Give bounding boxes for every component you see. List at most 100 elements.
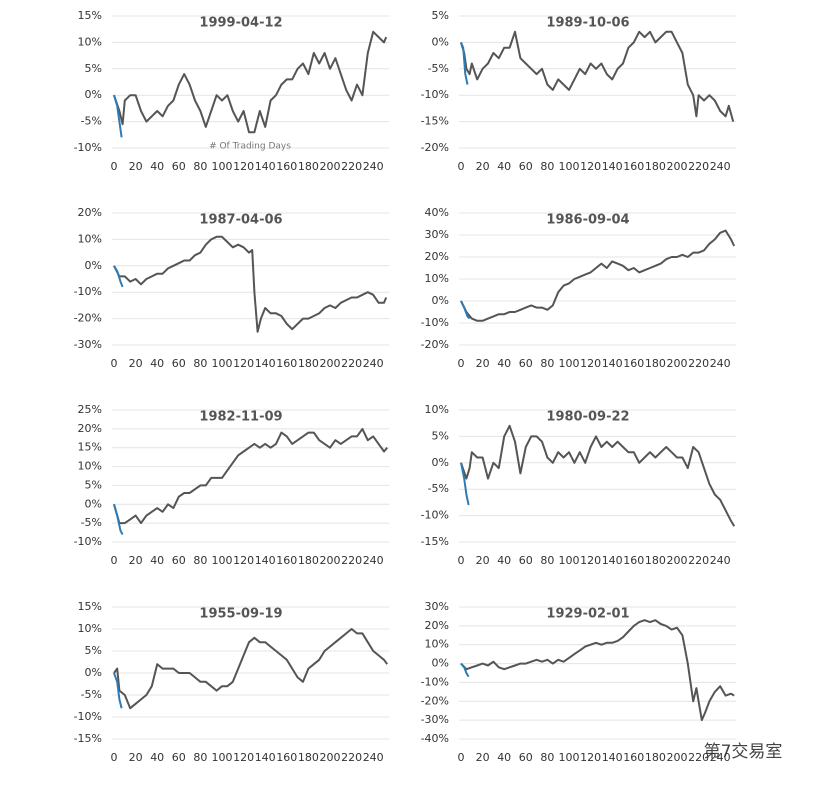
y-tick-label: 30% <box>425 228 449 241</box>
x-tick-label: 80 <box>193 357 207 370</box>
y-tick-label: 10% <box>78 622 102 635</box>
x-tick-label: 40 <box>497 554 511 567</box>
x-tick-label: 180 <box>645 554 666 567</box>
watermark: 第7交易室 <box>704 742 783 762</box>
y-tick-label: 5% <box>85 644 102 657</box>
x-tick-label: 120 <box>580 751 601 764</box>
y-tick-label: 15% <box>78 9 102 22</box>
y-tick-label: 15% <box>78 441 102 454</box>
x-tick-label: 100 <box>559 357 580 370</box>
x-tick-label: 140 <box>602 357 623 370</box>
y-tick-label: -20% <box>421 694 449 707</box>
x-tick-label: 160 <box>623 357 644 370</box>
y-tick-label: -10% <box>421 88 449 101</box>
x-tick-label: 80 <box>540 160 554 173</box>
y-tick-label: 0% <box>85 497 102 510</box>
y-tick-label: -10% <box>74 141 102 154</box>
x-tick-label: 240 <box>710 160 731 173</box>
x-tick-label: 240 <box>710 554 731 567</box>
x-tick-label: 0 <box>111 554 118 567</box>
series-line <box>113 504 124 535</box>
x-tick-label: 160 <box>276 751 297 764</box>
x-tick-label: 100 <box>212 160 233 173</box>
x-tick-label: 140 <box>602 160 623 173</box>
y-tick-label: -10% <box>421 316 449 329</box>
x-tick-label: 240 <box>363 554 384 567</box>
y-tick-label: 10% <box>78 460 102 473</box>
y-tick-label: -10% <box>74 535 102 548</box>
x-tick-label: 60 <box>519 357 533 370</box>
y-tick-label: -30% <box>421 713 449 726</box>
x-tick-label: 100 <box>559 751 580 764</box>
y-tick-label: -20% <box>421 338 449 351</box>
x-tick-label: 40 <box>150 751 164 764</box>
chart-title: 1929-02-01 <box>546 607 629 622</box>
y-tick-label: 20% <box>78 422 102 435</box>
y-tick-label: -5% <box>81 516 102 529</box>
y-tick-label: 40% <box>425 206 449 219</box>
x-tick-label: 40 <box>150 160 164 173</box>
x-tick-label: 180 <box>298 554 319 567</box>
x-tick-label: 180 <box>645 357 666 370</box>
x-tick-label: 20 <box>476 751 490 764</box>
x-tick-label: 0 <box>458 554 465 567</box>
x-tick-label: 220 <box>688 554 709 567</box>
x-tick-label: 100 <box>212 554 233 567</box>
x-tick-label: 80 <box>540 554 554 567</box>
x-tick-label: 60 <box>172 357 186 370</box>
series-line <box>460 300 471 320</box>
x-tick-label: 240 <box>363 160 384 173</box>
y-tick-label: 0% <box>432 35 449 48</box>
x-tick-label: 200 <box>667 357 688 370</box>
chart-title: 1989-10-06 <box>546 16 629 31</box>
y-tick-label: -5% <box>428 62 449 75</box>
x-tick-label: 160 <box>623 160 644 173</box>
chart-title: 1999-04-12 <box>199 16 282 31</box>
x-tick-label: 120 <box>233 554 254 567</box>
x-tick-label: 140 <box>255 751 276 764</box>
x-tick-label: 0 <box>111 751 118 764</box>
x-tick-label: 220 <box>688 160 709 173</box>
y-tick-label: 10% <box>425 272 449 285</box>
y-tick-label: -20% <box>421 141 449 154</box>
x-tick-label: 180 <box>298 357 319 370</box>
x-tick-label: 200 <box>667 160 688 173</box>
series-line <box>460 619 735 722</box>
x-tick-label: 20 <box>476 554 490 567</box>
x-tick-label: 20 <box>129 160 143 173</box>
y-tick-label: -40% <box>421 732 449 745</box>
x-tick-label: 120 <box>580 160 601 173</box>
x-tick-label: 40 <box>150 357 164 370</box>
x-tick-label: 100 <box>559 160 580 173</box>
y-tick-label: 30% <box>425 600 449 613</box>
x-tick-label: 40 <box>150 554 164 567</box>
x-tick-label: 180 <box>298 160 319 173</box>
x-tick-label: 160 <box>276 554 297 567</box>
y-tick-label: -15% <box>421 115 449 128</box>
axis-annotation: # Of Trading Days <box>209 142 291 152</box>
series-line <box>460 662 470 678</box>
x-tick-label: 0 <box>458 160 465 173</box>
y-tick-label: -15% <box>421 535 449 548</box>
x-tick-label: 140 <box>255 554 276 567</box>
x-tick-label: 200 <box>320 160 341 173</box>
x-tick-label: 20 <box>129 751 143 764</box>
series-line <box>113 672 123 709</box>
x-tick-label: 120 <box>580 357 601 370</box>
x-tick-label: 220 <box>688 751 709 764</box>
y-tick-label: 15% <box>78 600 102 613</box>
x-tick-label: 140 <box>255 160 276 173</box>
x-tick-label: 40 <box>497 357 511 370</box>
x-tick-label: 160 <box>276 160 297 173</box>
series-line <box>113 427 388 525</box>
series-line <box>460 462 470 506</box>
x-tick-label: 0 <box>111 357 118 370</box>
y-tick-label: 0% <box>85 88 102 101</box>
x-tick-label: 180 <box>298 751 319 764</box>
x-tick-label: 0 <box>458 751 465 764</box>
x-tick-label: 60 <box>519 554 533 567</box>
x-tick-label: 200 <box>667 751 688 764</box>
y-tick-label: -30% <box>74 338 102 351</box>
x-tick-label: 80 <box>540 751 554 764</box>
